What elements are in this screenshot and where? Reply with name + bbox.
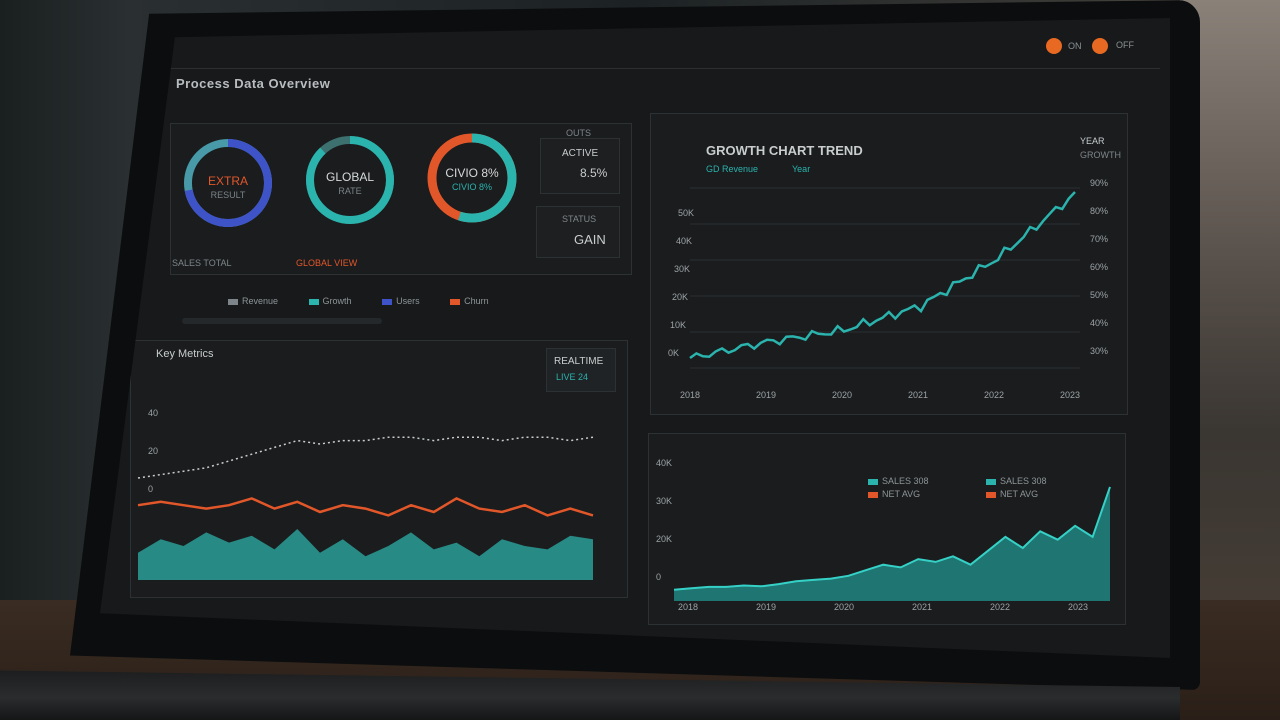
- sales-area-line: [673, 486, 1111, 591]
- growth-right-tick: 40%: [1090, 318, 1109, 328]
- kpi-label: SALES TOTAL: [172, 258, 232, 268]
- sales-area-y-tick: 30K: [656, 496, 673, 506]
- growth-y-tick: 30K: [674, 264, 691, 274]
- mini-stat-card: [540, 138, 620, 194]
- kpi-value: EXTRA: [207, 174, 248, 188]
- growth-x-tick: 2023: [1060, 390, 1081, 400]
- window-control-dot[interactable]: [1046, 38, 1062, 54]
- key-metrics-line: [137, 496, 594, 517]
- title-divider: [170, 68, 1160, 69]
- kpi-sub: CIVIO 8%: [451, 182, 492, 192]
- kpi-sub: RESULT: [210, 190, 246, 200]
- realtime-badge-sub: LIVE 24: [556, 372, 589, 382]
- mini-stat-card: [536, 206, 620, 258]
- growth-y-tick: 20K: [672, 292, 689, 302]
- growth-right-tick: 90%: [1090, 178, 1109, 188]
- key-metrics-y-tick: 20: [148, 446, 159, 456]
- growth-y-tick: 50K: [678, 208, 695, 218]
- growth-right-tick: 80%: [1090, 206, 1109, 216]
- legend-item: Growth: [308, 296, 352, 306]
- key-metrics-panel: [130, 340, 628, 598]
- sales-area-plot: [673, 486, 1111, 601]
- sales-area-x-tick: 2023: [1068, 602, 1089, 612]
- sales-legend-item: NET AVG: [986, 489, 1038, 499]
- mini-stat-value: 8.5%: [580, 166, 608, 180]
- kpi-label: GLOBAL VIEW: [296, 258, 358, 268]
- growth-chart-panel: [650, 113, 1128, 415]
- sales-area-x-tick: 2021: [912, 602, 933, 612]
- legend-item: Churn: [450, 296, 489, 306]
- growth-right-tick: 50%: [1090, 290, 1109, 300]
- growth-right-tick: 30%: [1090, 346, 1109, 356]
- sales-area-y-tick: 20K: [656, 534, 673, 544]
- window-control-label: ON: [1068, 41, 1082, 51]
- mini-stat-label: STATUS: [562, 214, 597, 224]
- sales-area-panel: [648, 433, 1126, 625]
- key-metrics-plot: [137, 436, 594, 580]
- sales-area-x-tick: 2020: [834, 602, 855, 612]
- window-control-dot[interactable]: [1092, 38, 1108, 54]
- growth-right-tick: 70%: [1090, 234, 1109, 244]
- realtime-badge-label: REALTIME: [554, 356, 604, 367]
- kpi-value: GLOBAL: [325, 170, 375, 184]
- sales-area-x-tick: 2022: [990, 602, 1011, 612]
- kpi-value: CIVIO 8%: [445, 166, 499, 180]
- key-metrics-title: Key Metrics: [156, 348, 214, 360]
- growth-x-tick: 2022: [984, 390, 1005, 400]
- kpi-sub: RATE: [338, 186, 362, 196]
- key-metrics-y-tick: 0: [148, 484, 154, 494]
- window-control-label: OFF: [1116, 40, 1134, 50]
- growth-chart-right-header: YEAR: [1080, 136, 1105, 146]
- realtime-badge[interactable]: [546, 348, 616, 392]
- key-metrics-line: [137, 436, 594, 479]
- growth-y-tick: 40K: [676, 236, 693, 246]
- growth-x-tick: 2018: [680, 390, 701, 400]
- growth-x-tick: 2020: [832, 390, 853, 400]
- growth-chart-subtitle: GD Revenue: [706, 164, 759, 174]
- legend-item: Users: [382, 296, 420, 306]
- sales-area-x-tick: 2019: [756, 602, 777, 612]
- sales-legend-item: SALES 308: [986, 476, 1047, 486]
- kpi-panel: [170, 123, 632, 275]
- dashboard-title: Process Data Overview: [176, 76, 331, 91]
- growth-x-tick: 2021: [908, 390, 929, 400]
- growth-y-tick: 0K: [668, 348, 680, 358]
- legend-item: Revenue: [228, 296, 278, 306]
- growth-chart-right-sub: GROWTH: [1080, 150, 1121, 160]
- kpi-ring-2: [306, 136, 394, 224]
- scrollbar-track[interactable]: [182, 318, 382, 324]
- key-metrics-area: [138, 529, 593, 580]
- sales-area-x-tick: 2018: [678, 602, 699, 612]
- sales-legend-item: NET AVG: [868, 489, 920, 499]
- growth-chart-plot: [689, 187, 1080, 369]
- mini-stat-prefix: OUTS: [566, 128, 592, 138]
- key-metrics-y-tick: 40: [148, 408, 159, 418]
- sales-area-fill: [674, 486, 1110, 601]
- sales-legend-item: SALES 308: [868, 476, 929, 486]
- kpi-ring-1: [184, 139, 272, 227]
- growth-y-tick: 10K: [670, 320, 687, 330]
- growth-series-line: [689, 191, 1076, 360]
- growth-chart-title: GROWTH CHART TREND: [706, 143, 863, 158]
- mini-stat-label: ACTIVE: [562, 148, 599, 159]
- legend-strip: Revenue Growth Users Churn: [228, 296, 489, 306]
- kpi-ring-3: [427, 133, 517, 223]
- dashboard-screen: Process Data Overview ON OFF EXTRA RESUL…: [100, 18, 1170, 658]
- growth-right-tick: 60%: [1090, 262, 1109, 272]
- growth-x-tick: 2019: [756, 390, 777, 400]
- sales-area-y-tick: 40K: [656, 458, 673, 468]
- mini-stat-value: GAIN: [574, 232, 606, 247]
- sales-area-y-tick: 0: [656, 572, 662, 582]
- growth-chart-subtitle: Year: [792, 164, 811, 174]
